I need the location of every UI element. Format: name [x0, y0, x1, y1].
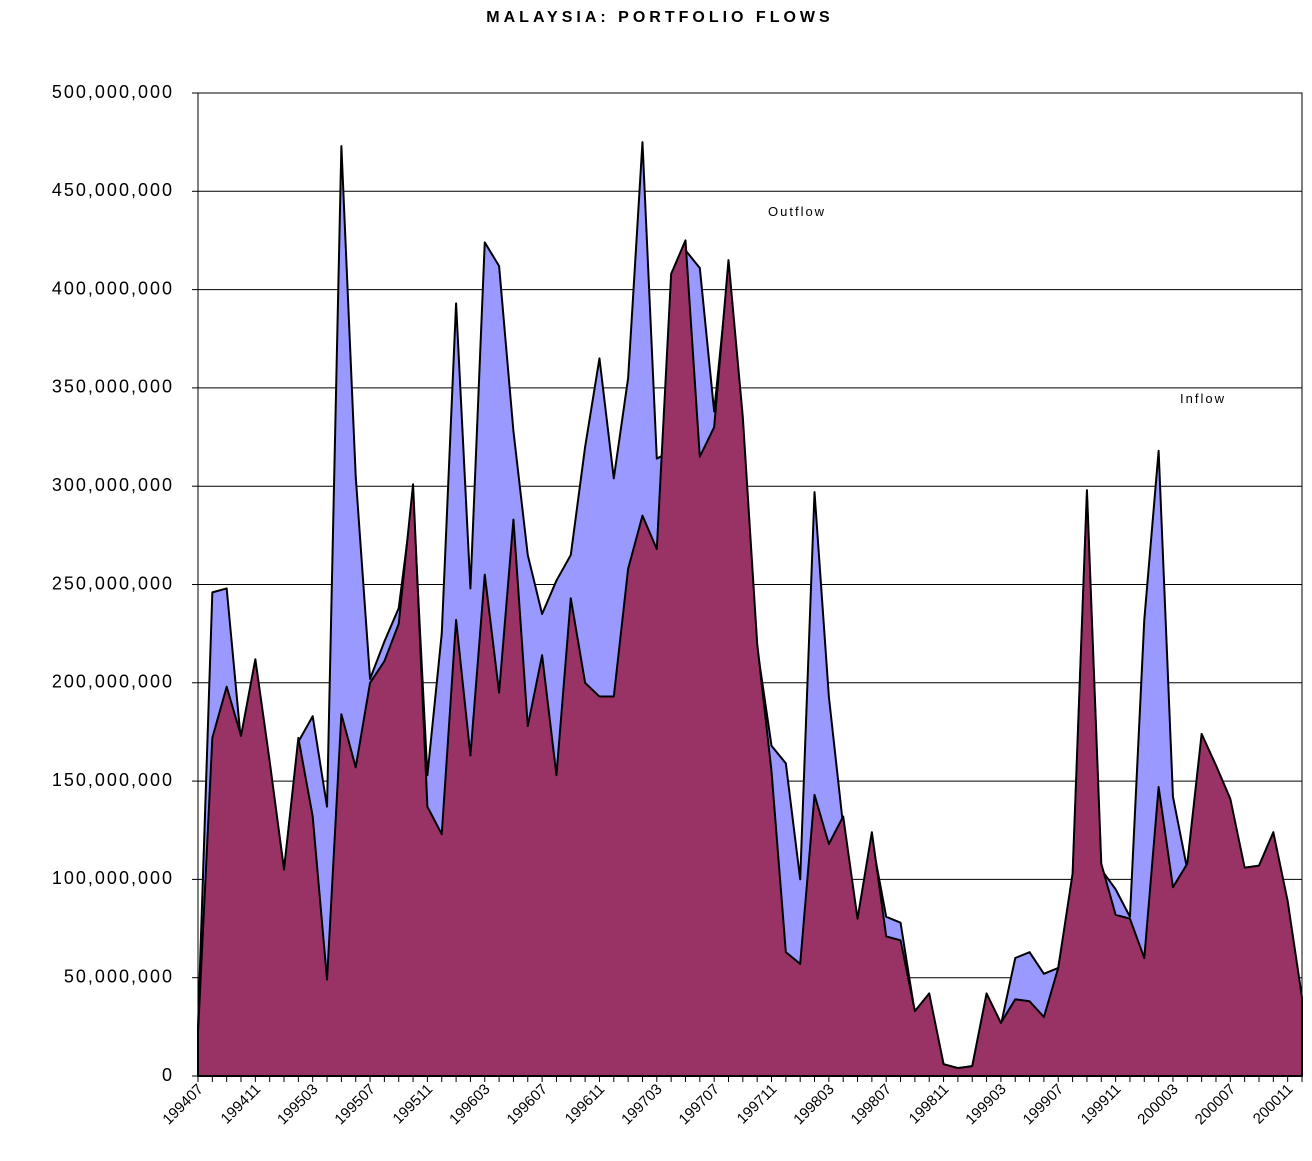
x-tick-label: 199503	[274, 1081, 321, 1128]
x-tick-label: 199607	[504, 1081, 551, 1128]
x-tick-label: 199811	[906, 1081, 953, 1128]
y-tick-label: 400,000,000	[52, 278, 174, 298]
x-tick-label: 199903	[962, 1081, 1009, 1128]
x-tick-label: 199707	[676, 1081, 723, 1128]
areas	[197, 141, 1303, 1077]
y-tick-label: 350,000,000	[52, 377, 174, 397]
y-tick-label: 250,000,000	[52, 573, 174, 593]
x-tick-label: 199507	[331, 1081, 378, 1128]
x-tick-label: 199907	[1020, 1081, 1067, 1128]
x-tick-label: 200007	[1192, 1081, 1239, 1128]
area	[197, 239, 1303, 1077]
x-tick-label: 199807	[848, 1081, 895, 1128]
y-tick-label: 300,000,000	[52, 475, 174, 495]
y-tick-label: 150,000,000	[52, 770, 174, 790]
y-tick-label: 50,000,000	[64, 966, 174, 986]
x-tick-label: 199511	[390, 1081, 437, 1128]
plot-border	[197, 92, 1303, 1077]
y-tick-label: 500,000,000	[52, 82, 174, 102]
y-tick-label: 0	[162, 1065, 174, 1085]
y-tick-label: 100,000,000	[52, 868, 174, 888]
x-tick-label: 199407	[159, 1081, 206, 1128]
x-tick-label: 199411	[218, 1081, 265, 1128]
y-tick-label: 200,000,000	[52, 672, 174, 692]
x-tick-label: 199603	[446, 1081, 493, 1128]
series-label: Inflow	[1180, 391, 1226, 406]
y-tick-label: 450,000,000	[52, 180, 174, 200]
x-tick-label: 199911	[1078, 1081, 1125, 1128]
x-tick-label: 200011	[1250, 1081, 1297, 1128]
x-tick-label: 199611	[562, 1081, 609, 1128]
x-tick-label: 200003	[1134, 1081, 1181, 1128]
x-tick-label: 199711	[734, 1081, 781, 1128]
chart-title: MALAYSIA: PORTFOLIO FLOWS	[486, 9, 833, 26]
x-tick-label: 199703	[618, 1081, 665, 1128]
series-label: Outflow	[768, 204, 826, 219]
x-tick-label: 199803	[790, 1081, 837, 1128]
